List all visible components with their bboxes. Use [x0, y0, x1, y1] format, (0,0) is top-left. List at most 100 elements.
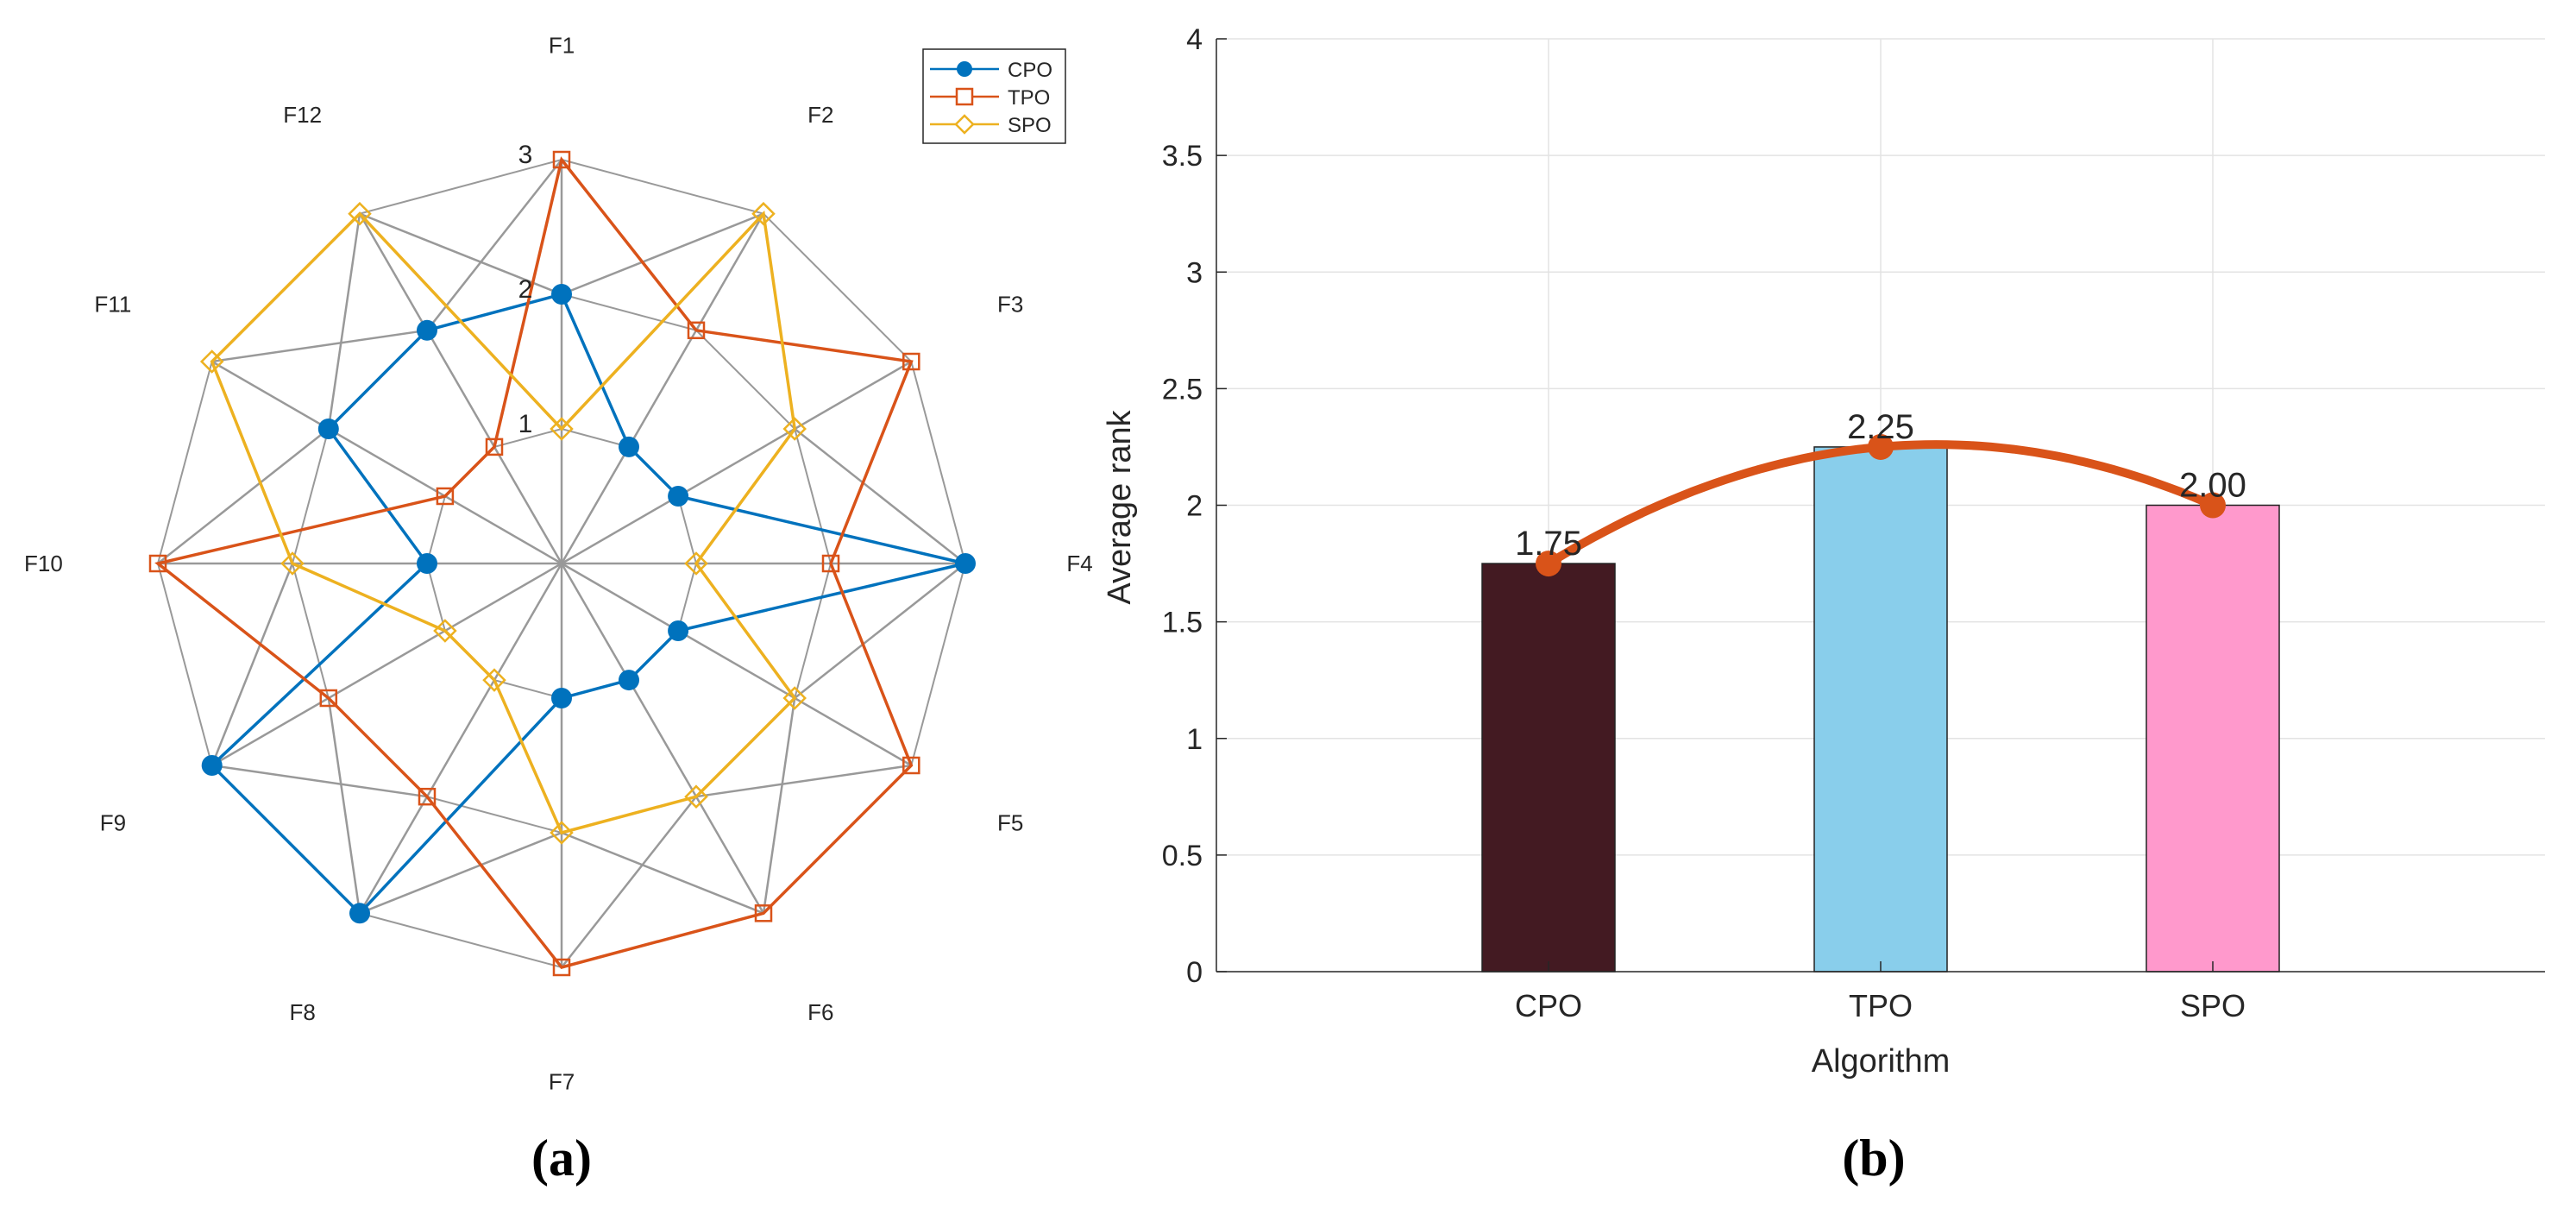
radar-point-spo-f9	[433, 619, 457, 643]
bar-axes: 0 0.5 1 1.5 2 2.5 3 3.5 4 CPO TPO SPO	[1162, 23, 2545, 1023]
radar-grid-link	[561, 212, 764, 296]
radar-point-tpo-f11	[436, 487, 455, 506]
radar-grid-link	[794, 563, 966, 699]
radar-point-spo-f11	[199, 349, 224, 374]
radar-point-cpo-f7	[551, 688, 572, 708]
radar-point-cpo-f6	[619, 670, 639, 691]
radar-point-cpo-f1	[551, 284, 572, 305]
radar-axis-label-f1: F1	[549, 32, 575, 58]
radar-axis-label-f3: F3	[997, 292, 1023, 318]
radar-point-spo-f2	[751, 201, 776, 226]
radar-point-tpo-f12	[485, 438, 504, 456]
radar-point-spo-f10	[280, 551, 305, 576]
legend-label-spo: SPO	[1008, 114, 1052, 137]
radar-axis-labels: F1 F2 F3 F4 F5 F6 F7 F8 F9 F10 F11 F12	[24, 32, 1093, 1094]
radar-point-cpo-f10	[417, 553, 437, 574]
bar-cpo	[1481, 563, 1616, 973]
y-tick-label-2-5: 2.5	[1162, 373, 1203, 406]
radar-series-spo	[199, 201, 807, 845]
radar-point-spo-f5	[782, 686, 807, 710]
x-axis-label: Algorithm	[1812, 1043, 1951, 1080]
caption-b: (b)	[1842, 1130, 1905, 1187]
radar-axis-label-f6: F6	[807, 999, 833, 1025]
radar-tick-1: 1	[518, 410, 533, 438]
radar-series-cpo	[201, 284, 976, 924]
radar-grid-link	[210, 563, 294, 766]
radar-line-spo	[210, 210, 797, 835]
bar-value-label-spo: 2.00	[2179, 467, 2246, 505]
radar-point-tpo-f7	[552, 958, 571, 977]
y-tick-label-0: 0	[1186, 956, 1203, 989]
radar-grid-link	[794, 428, 966, 564]
radar-axis-label-f4: F4	[1066, 551, 1092, 576]
radar-grid-link	[327, 697, 361, 914]
trend-point-tpo	[1868, 433, 1894, 460]
legend-entry-cpo: CPO	[930, 59, 1052, 82]
radar-spoke-f5	[561, 562, 912, 767]
x-tick-label-cpo: CPO	[1515, 988, 1582, 1023]
radar-grid	[156, 158, 967, 969]
radar-point-tpo-f5	[902, 756, 920, 775]
y-tick-label-0-5: 0.5	[1162, 840, 1203, 872]
radar-point-tpo-f10	[148, 554, 167, 573]
radar-grid-link	[561, 796, 697, 968]
radar-point-spo-f4	[684, 551, 708, 576]
radar-grid-link	[157, 428, 330, 564]
radar-chart: F1 F2 F3 F4 F5 F6 F7 F8 F9 F10 F11 F12 1 2 3 CPO TPO …	[24, 32, 1093, 1187]
radar-grid-link	[211, 764, 428, 798]
radar-point-spo-f6	[684, 784, 708, 809]
legend-entry-tpo: TPO	[930, 86, 1050, 110]
radar-grid-link	[762, 697, 796, 914]
bar-text: 1.75 2.25 2.00	[1515, 408, 2246, 563]
legend-marker-cpo	[957, 61, 972, 77]
y-tick-label-4: 4	[1186, 23, 1203, 56]
caption-a: (a)	[531, 1130, 592, 1187]
radar-point-cpo-f9	[201, 755, 223, 776]
radar-grid-link	[211, 329, 428, 363]
radar-point-spo-f7	[550, 821, 574, 845]
radar-line-tpo	[154, 156, 914, 969]
legend-entry-spo: SPO	[930, 114, 1052, 137]
radar-point-cpo-f4	[955, 553, 976, 574]
radar-point-tpo-f9	[319, 689, 338, 708]
radar-point-tpo-f8	[418, 787, 437, 806]
radar-spoke-f3	[561, 360, 912, 565]
radar-grid-link	[695, 764, 912, 798]
radar-axis-label-f12: F12	[283, 102, 322, 128]
radar-axis-label-f11: F11	[94, 292, 131, 318]
radar-spoke-f12	[358, 213, 563, 564]
radar-grid-link	[359, 212, 562, 296]
radar-spoke-f2	[560, 213, 765, 564]
x-tick-label-tpo: TPO	[1849, 988, 1913, 1023]
bar-spo	[2146, 504, 2280, 973]
trend-point-cpo	[1536, 551, 1561, 577]
radar-point-spo-f12	[348, 201, 372, 226]
radar-point-tpo-f3	[902, 352, 920, 371]
radar-tick-3: 3	[518, 141, 533, 169]
radar-point-cpo-f2	[619, 436, 639, 457]
y-tick-label-2: 2	[1186, 490, 1203, 523]
legend-label-tpo: TPO	[1008, 86, 1050, 110]
radar-spoke-f9	[211, 562, 562, 767]
radar-point-spo-f3	[782, 417, 807, 441]
radar-line-cpo	[210, 292, 966, 916]
radar-point-cpo-f5	[668, 620, 689, 641]
radar-series-tpo	[148, 150, 920, 977]
radar-axis-label-f9: F9	[100, 809, 126, 835]
legend-marker-spo	[954, 114, 975, 135]
radar-spoke-f8	[358, 563, 563, 914]
radar-axis-label-f7: F7	[549, 1069, 575, 1095]
radar-point-cpo-f8	[349, 903, 370, 924]
radar-point-cpo-f11	[317, 419, 339, 439]
radar-grid-link	[561, 831, 764, 915]
bar-trend	[1536, 433, 2226, 577]
y-tick-label-3: 3	[1186, 256, 1203, 289]
y-tick-label-3-5: 3.5	[1162, 140, 1203, 173]
radar-spoke-f6	[560, 563, 765, 914]
radar-legend: CPO TPO SPO	[922, 48, 1066, 144]
radar-point-tpo-f6	[754, 904, 773, 922]
legend-marker-tpo	[955, 87, 974, 106]
radar-axis-label-f5: F5	[997, 809, 1023, 835]
radar-grid-link	[359, 831, 562, 915]
